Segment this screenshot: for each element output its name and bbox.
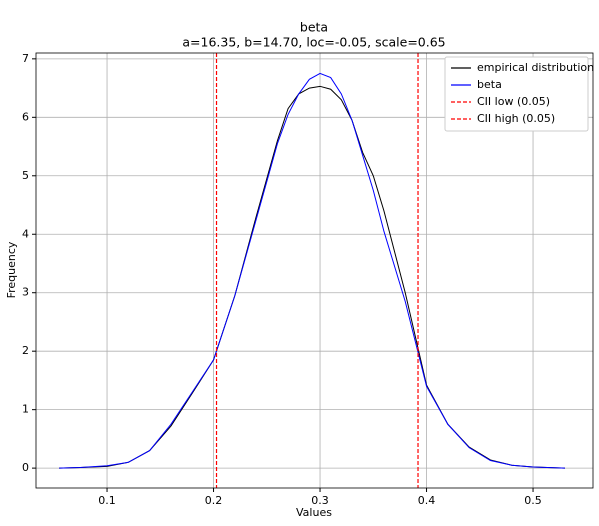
x-tick-label: 0.1 <box>98 494 116 507</box>
legend-box <box>444 56 589 132</box>
data-line <box>59 85 566 469</box>
x-tick-label: 0.3 <box>311 494 329 507</box>
x-axis-label: Values <box>296 506 332 519</box>
y-tick-label: 4 <box>22 227 29 240</box>
legend-label: empirical distribution <box>477 61 594 74</box>
data-line <box>59 72 566 469</box>
x-tick-label: 0.4 <box>418 494 436 507</box>
y-tick-label: 7 <box>22 52 29 65</box>
y-tick-label: 3 <box>22 286 29 299</box>
plot-frame <box>35 52 594 489</box>
y-axis-label: Frequency <box>5 241 18 298</box>
chart-subtitle: a=16.35, b=14.70, loc=-0.05, scale=0.65 <box>182 35 445 50</box>
y-tick-label: 0 <box>22 461 29 474</box>
legend-label: beta <box>477 78 502 91</box>
y-tick-label: 6 <box>22 110 29 123</box>
y-tick-label: 1 <box>22 403 29 416</box>
x-tick-label: 0.5 <box>524 494 542 507</box>
chart-title: beta <box>300 20 328 35</box>
y-tick-label: 5 <box>22 169 29 182</box>
legend-label: CII high (0.05) <box>477 112 555 125</box>
x-tick-label: 0.2 <box>205 494 223 507</box>
legend-label: CII low (0.05) <box>477 95 550 108</box>
y-tick-label: 2 <box>22 344 29 357</box>
